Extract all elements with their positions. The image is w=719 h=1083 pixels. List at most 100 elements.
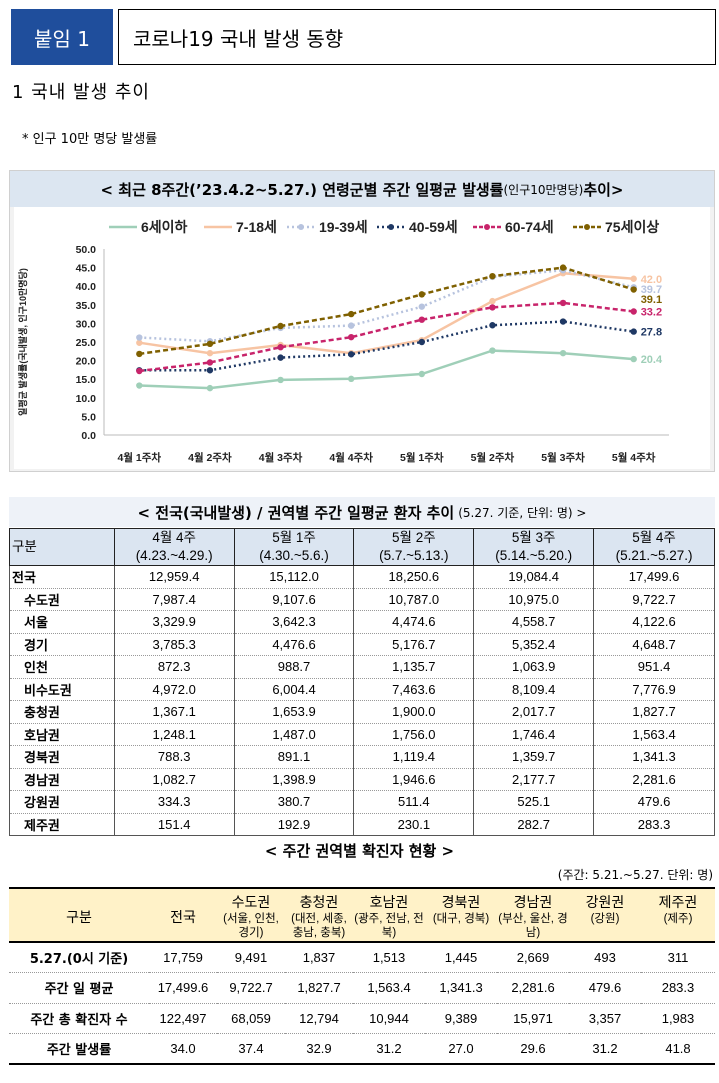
data-point — [347, 375, 355, 383]
col-name: 강원권 — [585, 894, 625, 910]
y-tick-label: 10.0 — [76, 393, 97, 405]
week-name: 4월 4주 — [152, 530, 196, 545]
value-cell: 9,491 — [217, 942, 285, 973]
value-cell: 1,900.0 — [353, 700, 475, 724]
value-cell: 1,248.1 — [113, 723, 235, 746]
data-point — [206, 384, 214, 392]
value-cell: 1,827.7 — [285, 972, 353, 1004]
value-cell: 31.2 — [569, 1033, 641, 1065]
weekly-cases-table: 구분 전국 수도권 (서울, 인천, 경기) 충청권 (대전, 세종, 충남, 충북) 호남… — [9, 887, 715, 1065]
legend-label: 40-59세 — [409, 219, 458, 235]
x-tick-label: 4월 2주차 — [188, 451, 232, 464]
value-cell: 15,112.0 — [233, 565, 355, 589]
chart-title-main: < 최근 8주간(’23.4.2~5.27.) 연령군별 주간 일평균 발생률 — [100, 180, 504, 199]
value-cell: 4,558.7 — [473, 610, 595, 634]
col-header: 구분 — [9, 528, 115, 566]
col-header: 호남권 (광주, 전남, 전북) — [353, 888, 425, 943]
data-point — [418, 316, 426, 323]
end-value-label: 39.7 — [641, 284, 662, 296]
x-tick-label: 4월 3주차 — [259, 451, 303, 464]
value-cell: 1,563.4 — [353, 972, 425, 1004]
value-cell: 311 — [641, 942, 715, 973]
value-cell: 9,722.7 — [217, 972, 285, 1004]
data-point — [559, 264, 567, 271]
value-cell: 1,367.1 — [113, 700, 235, 724]
table-row: 경북권 788.3 891.1 1,119.4 1,359.7 1,341.3 — [9, 745, 715, 769]
table-row: 주간 발생률 34.0 37.4 32.9 31.2 27.0 29.6 31.2 41.8 — [9, 1033, 715, 1065]
value-cell: 3,329.9 — [113, 610, 235, 634]
col-header: 제주권 (제주) — [641, 888, 715, 943]
data-point — [277, 376, 284, 384]
x-tick-label: 5월 3주차 — [541, 451, 585, 464]
value-cell: 10,944 — [353, 1003, 425, 1034]
value-cell: 2,177.7 — [473, 768, 595, 791]
regional-trend-title-unit: (5.27. 기준, 단위: 명) > — [458, 505, 587, 520]
data-point — [630, 328, 637, 335]
series-line — [139, 268, 634, 343]
table-row: 호남권 1,248.1 1,487.0 1,756.0 1,746.4 1,563.4 — [9, 723, 715, 746]
value-cell: 479.6 — [593, 790, 715, 814]
series-line — [139, 349, 634, 390]
col-header: 4월 4주 (4.23.~4.29.) — [113, 528, 235, 566]
value-cell: 9,107.6 — [233, 588, 355, 611]
value-cell: 2,017.7 — [473, 700, 595, 724]
value-cell: 12,959.4 — [113, 565, 235, 589]
table-row: 강원권 334.3 380.7 511.4 525.1 479.6 — [9, 790, 715, 814]
footnote: * 인구 10만 명당 발생률 — [22, 132, 158, 147]
region-cell: 서울 — [9, 610, 115, 634]
value-cell: 3,642.3 — [233, 610, 355, 634]
data-point — [136, 334, 143, 341]
week-name: 5월 1주 — [272, 530, 316, 545]
age-incidence-chart: < 최근 8주간(’23.4.2~5.27.) 연령군별 주간 일평균 발생률(… — [9, 170, 715, 472]
value-cell: 1,513 — [353, 942, 425, 973]
value-cell: 493 — [569, 942, 641, 973]
legend-marker — [388, 224, 394, 230]
legend-label: 6세이하 — [141, 219, 188, 235]
data-point — [630, 355, 637, 363]
end-value-label: 33.2 — [641, 306, 662, 318]
value-cell: 34.0 — [149, 1033, 217, 1065]
end-value-label: 27.8 — [641, 327, 662, 339]
col-header: 경북권 (대구, 경북) — [425, 888, 497, 943]
col-header: 5월 2주 (5.7.~5.13.) — [353, 528, 475, 566]
value-cell: 10,975.0 — [473, 588, 595, 611]
region-cell: 강원권 — [9, 790, 115, 814]
legend-marker — [584, 224, 590, 230]
value-cell: 1,082.7 — [113, 768, 235, 791]
row-label: 주간 일 평균 — [9, 972, 149, 1004]
value-cell: 1,359.7 — [473, 745, 595, 769]
value-cell: 283.3 — [641, 972, 715, 1004]
value-cell: 18,250.6 — [353, 565, 475, 589]
value-cell: 122,497 — [149, 1003, 217, 1034]
value-cell: 479.6 — [569, 972, 641, 1004]
week-range: (5.14.~5.20.) — [495, 548, 573, 563]
value-cell: 7,776.9 — [593, 678, 715, 701]
value-cell: 1,837 — [285, 942, 353, 973]
value-cell: 1,487.0 — [233, 723, 355, 746]
weekly-cases-unit: (주간: 5.21.~5.27. 단위: 명) — [557, 868, 713, 882]
col-sub: (제주) — [663, 913, 693, 925]
legend-label: 7-18세 — [236, 219, 277, 235]
y-tick-label: 0.0 — [81, 430, 96, 442]
value-cell: 192.9 — [233, 813, 355, 836]
value-cell: 1,341.3 — [425, 972, 497, 1004]
data-point — [489, 304, 496, 311]
value-cell: 872.3 — [113, 655, 235, 679]
row-label: 5.27.(0시 기준) — [9, 942, 149, 973]
value-cell: 1,983 — [641, 1003, 715, 1034]
value-cell: 8,109.4 — [473, 678, 595, 701]
value-cell: 3,785.3 — [113, 633, 235, 656]
y-tick-label: 25.0 — [76, 337, 97, 349]
weekly-cases-title: < 주간 권역별 확진자 현황 > — [264, 842, 455, 860]
series-line — [139, 301, 634, 373]
data-point — [136, 339, 143, 346]
value-cell: 7,987.4 — [113, 588, 235, 611]
table-row: 제주권 151.4 192.9 230.1 282.7 283.3 — [9, 813, 715, 836]
data-point — [630, 275, 637, 282]
value-cell: 7,463.6 — [353, 678, 475, 701]
data-point — [206, 367, 214, 374]
col-header: 경남권 (부산, 울산, 경남) — [497, 888, 569, 943]
value-cell: 4,476.6 — [233, 633, 355, 656]
value-cell: 1,653.9 — [233, 700, 355, 724]
col-name: 경남권 — [513, 894, 553, 910]
